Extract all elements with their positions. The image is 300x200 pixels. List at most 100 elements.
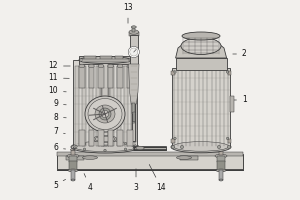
Bar <box>103 66 107 146</box>
Bar <box>73 60 137 148</box>
Bar <box>98 130 104 146</box>
Ellipse shape <box>176 156 191 159</box>
Bar <box>131 66 135 146</box>
Circle shape <box>130 48 138 56</box>
Ellipse shape <box>108 64 113 68</box>
Bar <box>57 152 243 156</box>
Bar <box>98 66 104 88</box>
Ellipse shape <box>181 38 221 54</box>
Circle shape <box>124 142 127 145</box>
Circle shape <box>104 141 106 144</box>
Ellipse shape <box>182 32 220 40</box>
Polygon shape <box>129 64 139 104</box>
Ellipse shape <box>173 142 229 151</box>
Text: 9: 9 <box>53 99 66 108</box>
Ellipse shape <box>171 141 231 153</box>
Circle shape <box>226 71 229 73</box>
Bar <box>228 139 231 143</box>
Bar <box>79 56 131 64</box>
Text: 12: 12 <box>49 62 70 71</box>
Ellipse shape <box>218 149 224 151</box>
Circle shape <box>227 145 231 149</box>
Bar <box>82 66 86 146</box>
Bar <box>89 66 93 146</box>
Bar <box>130 35 138 64</box>
Polygon shape <box>176 36 226 58</box>
Bar <box>66 156 84 160</box>
Circle shape <box>174 71 176 73</box>
Bar <box>79 66 85 88</box>
Bar <box>100 56 112 61</box>
Bar <box>82 59 129 62</box>
Text: 11: 11 <box>49 73 69 82</box>
Bar <box>132 35 135 141</box>
Bar <box>230 96 234 112</box>
Bar <box>127 66 133 88</box>
Circle shape <box>124 148 127 150</box>
Ellipse shape <box>68 169 78 172</box>
Ellipse shape <box>219 179 223 181</box>
Bar <box>176 58 226 70</box>
Ellipse shape <box>136 146 144 150</box>
Ellipse shape <box>117 64 123 68</box>
Bar <box>57 154 243 170</box>
Ellipse shape <box>216 169 226 172</box>
Bar <box>127 130 133 146</box>
Bar <box>172 68 230 146</box>
Text: 1: 1 <box>229 96 247 104</box>
Ellipse shape <box>79 56 131 64</box>
Text: 3: 3 <box>134 169 138 192</box>
Ellipse shape <box>98 64 104 68</box>
Circle shape <box>133 145 135 148</box>
Bar <box>124 66 128 146</box>
Bar <box>75 66 79 146</box>
Ellipse shape <box>93 136 117 142</box>
Ellipse shape <box>132 113 136 114</box>
Text: 10: 10 <box>48 86 66 95</box>
Bar <box>71 150 75 155</box>
Ellipse shape <box>71 141 139 153</box>
Circle shape <box>174 137 176 140</box>
Bar <box>117 66 123 88</box>
Text: 7: 7 <box>53 128 65 136</box>
Bar <box>218 161 225 171</box>
Bar <box>171 71 175 75</box>
Bar <box>101 62 110 146</box>
Text: 6: 6 <box>53 144 66 152</box>
Text: 8: 8 <box>53 112 66 121</box>
Ellipse shape <box>215 154 227 158</box>
Text: 13: 13 <box>123 3 133 23</box>
Circle shape <box>104 149 106 152</box>
Ellipse shape <box>95 105 115 123</box>
Circle shape <box>99 108 111 120</box>
Bar <box>108 66 113 88</box>
Bar <box>84 56 96 61</box>
Bar <box>88 130 94 146</box>
Bar <box>71 170 75 180</box>
Bar <box>217 156 225 162</box>
Bar <box>132 27 135 32</box>
Ellipse shape <box>67 154 79 158</box>
Bar <box>115 56 123 61</box>
Text: 5: 5 <box>53 179 66 190</box>
Bar <box>219 170 223 180</box>
Circle shape <box>171 145 175 149</box>
Bar <box>79 130 85 146</box>
Bar <box>57 155 243 169</box>
Circle shape <box>75 145 77 148</box>
Ellipse shape <box>82 156 98 159</box>
Bar <box>132 103 135 113</box>
Bar <box>129 32 139 36</box>
Ellipse shape <box>73 141 137 152</box>
Bar <box>110 66 114 146</box>
Ellipse shape <box>95 136 115 142</box>
Ellipse shape <box>88 98 122 130</box>
Ellipse shape <box>129 30 139 34</box>
Circle shape <box>218 145 220 149</box>
Bar <box>219 150 223 155</box>
Ellipse shape <box>132 122 135 123</box>
Bar <box>228 71 231 75</box>
Circle shape <box>83 142 86 145</box>
Bar <box>69 156 77 162</box>
Text: 2: 2 <box>233 49 247 58</box>
